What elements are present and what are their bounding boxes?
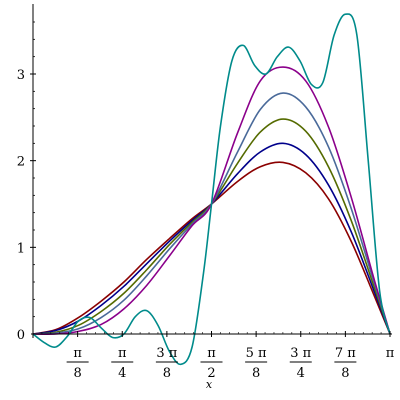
x-tick-numerator: 3 π xyxy=(290,346,311,361)
x-tick-denominator: 2 xyxy=(207,366,215,381)
x-tick-denominator: 8 xyxy=(73,366,81,381)
x-axis-label: x xyxy=(206,378,213,391)
axes: 0 1 2 3 π 8 π 4 3 π 8 π 2 5 π 8 3 π 4 7 π 8 π xyxy=(17,4,395,381)
x-tick-denominator: 8 xyxy=(252,366,260,381)
series-line-5 xyxy=(32,66,391,335)
y-tick-label: 3 xyxy=(17,68,25,83)
y-tick-label: 2 xyxy=(17,155,25,170)
x-tick-denominator: 8 xyxy=(341,366,349,381)
x-tick-numerator: 5 π xyxy=(246,346,267,361)
x-tick-numerator: π xyxy=(207,346,216,361)
y-tick-label: 0 xyxy=(17,328,25,343)
series-line-2 xyxy=(32,142,391,335)
x-tick-numerator: 3 π xyxy=(156,346,177,361)
x-tick-numerator: 7 π xyxy=(335,346,356,361)
x-tick-numerator: π xyxy=(73,346,82,361)
series-line-1 xyxy=(32,161,391,335)
plot-lines xyxy=(32,13,391,366)
x-tick-denominator: 8 xyxy=(163,366,171,381)
series-line-6 xyxy=(32,13,391,366)
x-tick-label: π xyxy=(386,346,395,361)
x-tick-denominator: 4 xyxy=(118,366,126,381)
x-tick-denominator: 4 xyxy=(297,366,305,381)
x-tick-numerator: π xyxy=(118,346,127,361)
y-tick-label: 1 xyxy=(17,241,25,256)
